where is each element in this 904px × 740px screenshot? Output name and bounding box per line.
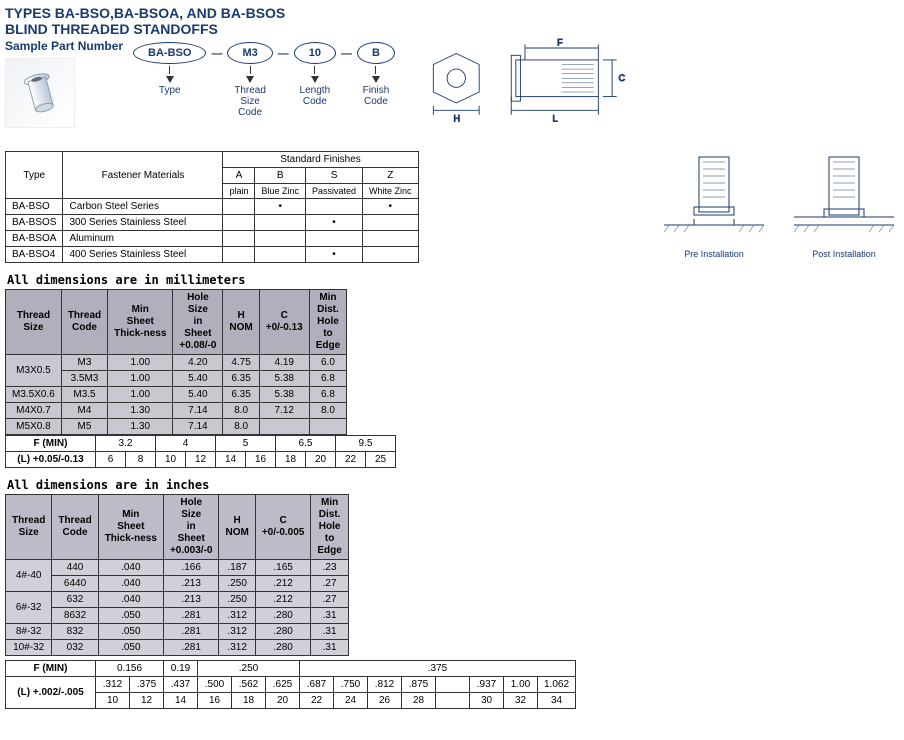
code-label: Type [159, 85, 181, 96]
arrow-down-icon [166, 66, 174, 83]
mm-dimensions-table: ThreadSizeThreadCodeMinSheetThick-nessHo… [5, 289, 347, 435]
part-code-breakdown: BA-BSOType—M3ThreadSizeCode—10LengthCode… [133, 42, 395, 118]
code-box: B FinishCode [357, 42, 395, 107]
mm-length-table: F (MIN)3.2456.59.5(L) +0.05/-0.136810121… [5, 435, 396, 468]
code-val: M3 [227, 42, 272, 64]
title-line-1: TYPES BA-BSO,BA-BSOA, AND BA-BSOS [5, 5, 899, 21]
code-val: BA-BSO [133, 42, 206, 64]
post-install-label: Post Installation [789, 249, 899, 259]
dim-c: C [618, 73, 625, 83]
title-line-2: BLIND THREADED STANDOFFS [5, 21, 899, 37]
code-box: M3 ThreadSizeCode [227, 42, 272, 118]
dim-l: L [552, 113, 557, 123]
code-label: FinishCode [363, 85, 390, 107]
sample-part-label: Sample Part Number [5, 39, 123, 53]
post-install-diagram: Post Installation [789, 147, 899, 259]
code-val: 10 [294, 42, 336, 64]
arrow-down-icon [246, 66, 254, 83]
pre-install-label: Pre Installation [659, 249, 769, 259]
inches-caption: All dimensions are in inches [7, 478, 899, 492]
technical-drawing: H F L C [405, 37, 645, 147]
code-box: BA-BSO Type [133, 42, 206, 96]
inches-length-table: F (MIN)0.1560.19.250.375(L) +.002/-.005.… [5, 660, 576, 709]
dim-h: H [453, 113, 460, 123]
part-image [5, 58, 75, 128]
code-label: LengthCode [300, 85, 331, 107]
mm-caption: All dimensions are in millimeters [7, 273, 899, 287]
dim-f: F [557, 37, 563, 47]
code-val: B [357, 42, 395, 64]
inches-dimensions-table: ThreadSizeThreadCodeMinSheetThick-nessHo… [5, 494, 349, 656]
arrow-down-icon [311, 66, 319, 83]
pre-install-diagram: Pre Installation [659, 147, 769, 259]
code-label: ThreadSizeCode [234, 85, 266, 118]
finishes-table: TypeFastener MaterialsStandard FinishesA… [5, 151, 419, 263]
arrow-down-icon [372, 66, 380, 83]
code-box: 10 LengthCode [294, 42, 336, 107]
